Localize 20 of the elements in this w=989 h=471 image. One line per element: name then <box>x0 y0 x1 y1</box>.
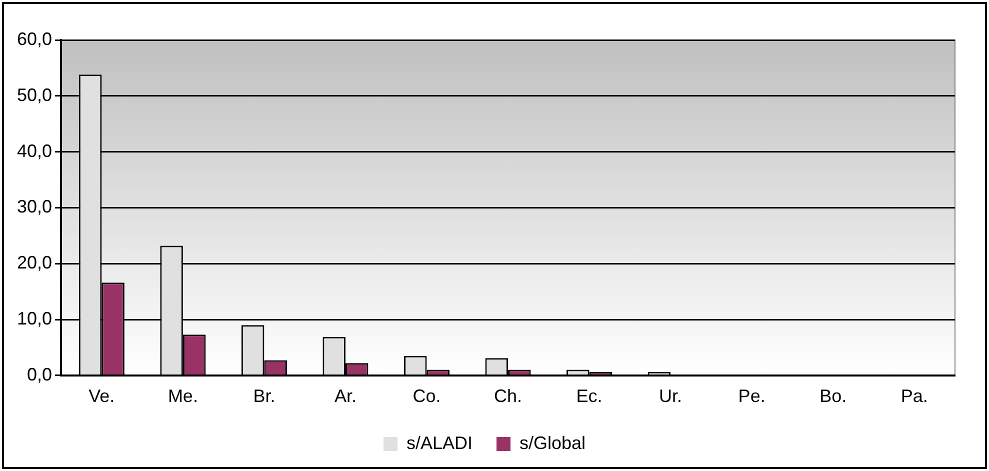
y-tick-label: 0,0 <box>27 364 52 384</box>
x-tick-label: Pa. <box>900 386 928 406</box>
y-tick-label: 60,0 <box>16 28 52 49</box>
x-tick-label: Ec. <box>576 386 602 406</box>
x-tick-label: Pe. <box>738 386 766 406</box>
x-tick-label: Ar. <box>334 386 356 406</box>
y-tick-label: 30,0 <box>16 196 52 217</box>
x-tick-label: Bo. <box>820 386 847 406</box>
x-tick-label: Co. <box>412 386 441 406</box>
x-tick-label: Ch. <box>494 386 522 406</box>
y-tick-label: 50,0 <box>16 84 52 105</box>
legend-label: s/ALADI <box>406 432 473 453</box>
x-tick-label: Ve. <box>88 386 115 406</box>
y-tick-label: 40,0 <box>16 140 52 161</box>
x-tick-label: Ur. <box>659 386 682 406</box>
y-tick-label: 20,0 <box>16 252 52 273</box>
y-tick-label: 10,0 <box>16 308 52 328</box>
x-tick-label: Me. <box>168 386 198 406</box>
legend-label: s/Global <box>519 432 586 453</box>
x-tick-label: Br. <box>253 386 276 406</box>
